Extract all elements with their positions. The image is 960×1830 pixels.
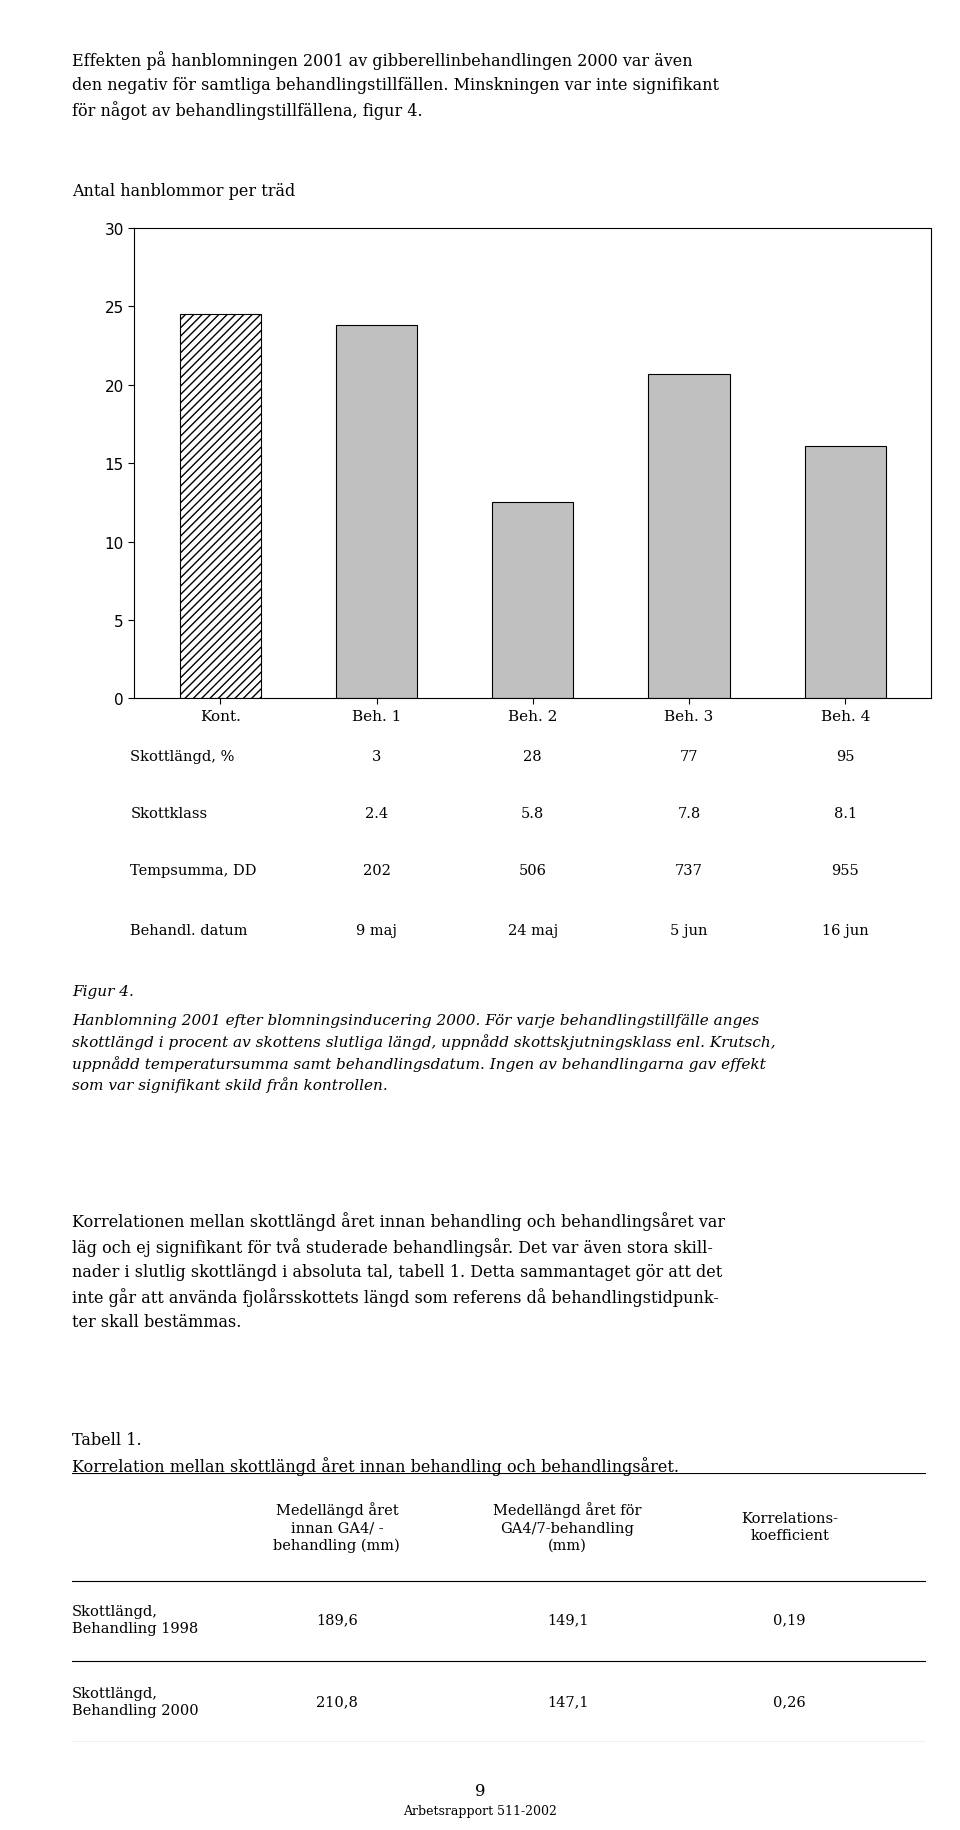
Text: 2.4: 2.4 <box>365 807 388 822</box>
Text: Tabell 1.: Tabell 1. <box>72 1431 142 1448</box>
Text: 16 jun: 16 jun <box>822 924 869 937</box>
Text: 0,26: 0,26 <box>774 1695 806 1709</box>
Text: 189,6: 189,6 <box>316 1612 358 1627</box>
Text: 8.1: 8.1 <box>833 807 857 822</box>
Text: 149,1: 149,1 <box>547 1612 588 1627</box>
Text: 955: 955 <box>831 864 859 878</box>
Text: 24 maj: 24 maj <box>508 924 558 937</box>
Text: Skottlängd, %: Skottlängd, % <box>131 750 235 763</box>
Text: Korrelations-
koefficient: Korrelations- koefficient <box>741 1512 838 1543</box>
Text: Tempsumma, DD: Tempsumma, DD <box>131 864 257 878</box>
Text: Korrelation mellan skottlängd året innan behandling och behandlingsåret.: Korrelation mellan skottlängd året innan… <box>72 1457 679 1475</box>
Text: Arbetsrapport 511-2002: Arbetsrapport 511-2002 <box>403 1804 557 1817</box>
Text: Medellängd året
innan GA4/ -
behandling (mm): Medellängd året innan GA4/ - behandling … <box>274 1501 400 1552</box>
Text: Skottlängd,
Behandling 2000: Skottlängd, Behandling 2000 <box>72 1685 199 1717</box>
Text: Medellängd året för
GA4/7-behandling
(mm): Medellängd året för GA4/7-behandling (mm… <box>493 1502 642 1552</box>
Bar <box>336 326 418 699</box>
Text: Korrelationen mellan skottlängd året innan behandling och behandlingsåret var
lä: Korrelationen mellan skottlängd året inn… <box>72 1211 725 1330</box>
Text: Behandl. datum: Behandl. datum <box>131 924 248 937</box>
Text: 28: 28 <box>523 750 542 763</box>
Text: 202: 202 <box>363 864 391 878</box>
Text: 9 maj: 9 maj <box>356 924 397 937</box>
Text: 210,8: 210,8 <box>316 1695 358 1709</box>
Text: 0,19: 0,19 <box>774 1612 806 1627</box>
Bar <box>180 315 261 699</box>
Text: Hanblomning 2001 efter blomningsinducering 2000. För varje behandlingstillfälle : Hanblomning 2001 efter blomningsinduceri… <box>72 1014 776 1093</box>
Text: Skottlängd,
Behandling 1998: Skottlängd, Behandling 1998 <box>72 1605 199 1636</box>
Text: 147,1: 147,1 <box>547 1695 588 1709</box>
Text: 737: 737 <box>675 864 703 878</box>
Text: Skottklass: Skottklass <box>131 807 207 822</box>
Text: 5.8: 5.8 <box>521 807 544 822</box>
Text: 9: 9 <box>475 1782 485 1799</box>
Text: 7.8: 7.8 <box>678 807 701 822</box>
Text: Effekten på hanblomningen 2001 av gibberellinbehandlingen 2000 var även
den nega: Effekten på hanblomningen 2001 av gibber… <box>72 51 719 121</box>
Bar <box>804 447 886 699</box>
Text: Antal hanblommor per träd: Antal hanblommor per träd <box>72 183 296 199</box>
Text: 95: 95 <box>836 750 854 763</box>
Text: 77: 77 <box>680 750 698 763</box>
Text: 506: 506 <box>518 864 547 878</box>
Bar <box>492 503 573 699</box>
Text: Figur 4.: Figur 4. <box>72 985 133 999</box>
Text: 5 jun: 5 jun <box>670 924 708 937</box>
Text: 3: 3 <box>372 750 381 763</box>
Bar <box>648 375 730 699</box>
